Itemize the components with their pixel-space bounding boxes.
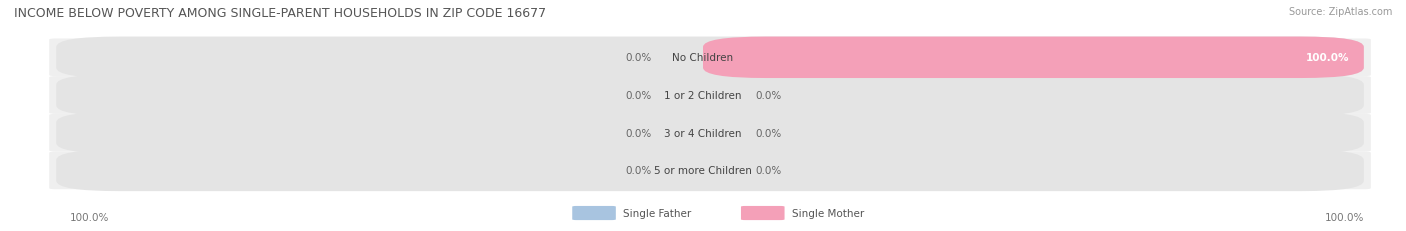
Text: 0.0%: 0.0% xyxy=(626,128,651,138)
Text: 100.0%: 100.0% xyxy=(70,212,110,222)
Text: 0.0%: 0.0% xyxy=(626,53,651,63)
FancyBboxPatch shape xyxy=(56,112,1364,154)
Text: 100.0%: 100.0% xyxy=(1306,53,1350,63)
FancyBboxPatch shape xyxy=(49,114,1371,152)
FancyBboxPatch shape xyxy=(49,39,1371,77)
Text: 1 or 2 Children: 1 or 2 Children xyxy=(664,91,742,100)
Text: Source: ZipAtlas.com: Source: ZipAtlas.com xyxy=(1288,7,1392,17)
Text: INCOME BELOW POVERTY AMONG SINGLE-PARENT HOUSEHOLDS IN ZIP CODE 16677: INCOME BELOW POVERTY AMONG SINGLE-PARENT… xyxy=(14,7,546,20)
Text: 0.0%: 0.0% xyxy=(756,91,782,100)
Text: 100.0%: 100.0% xyxy=(1324,212,1364,222)
FancyBboxPatch shape xyxy=(56,75,1364,116)
FancyBboxPatch shape xyxy=(572,206,616,220)
Text: 0.0%: 0.0% xyxy=(626,166,651,176)
FancyBboxPatch shape xyxy=(49,152,1371,189)
Text: 5 or more Children: 5 or more Children xyxy=(654,166,752,176)
FancyBboxPatch shape xyxy=(49,77,1371,114)
Text: 0.0%: 0.0% xyxy=(756,128,782,138)
FancyBboxPatch shape xyxy=(703,37,1364,79)
Text: 0.0%: 0.0% xyxy=(626,91,651,100)
Text: No Children: No Children xyxy=(672,53,734,63)
Text: Single Mother: Single Mother xyxy=(792,208,863,218)
Text: Single Father: Single Father xyxy=(623,208,692,218)
FancyBboxPatch shape xyxy=(741,206,785,220)
Text: 3 or 4 Children: 3 or 4 Children xyxy=(664,128,742,138)
FancyBboxPatch shape xyxy=(56,150,1364,191)
FancyBboxPatch shape xyxy=(56,37,1364,79)
Text: 0.0%: 0.0% xyxy=(756,166,782,176)
